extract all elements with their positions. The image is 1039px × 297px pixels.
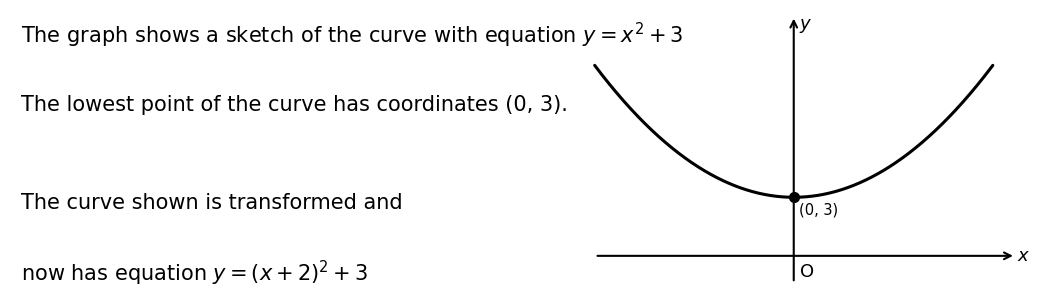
Text: O: O — [800, 263, 814, 281]
Text: (0, 3): (0, 3) — [799, 202, 838, 217]
Text: The lowest point of the curve has coordinates (0, 3).: The lowest point of the curve has coordi… — [21, 95, 567, 115]
Text: y: y — [800, 15, 810, 33]
Text: The graph shows a sketch of the curve with equation $y = x^2 + 3$: The graph shows a sketch of the curve wi… — [21, 21, 683, 50]
Text: now has equation $y = (x + 2)^2 + 3$: now has equation $y = (x + 2)^2 + 3$ — [21, 258, 368, 287]
Text: x: x — [1017, 247, 1028, 265]
Text: The curve shown is transformed and: The curve shown is transformed and — [21, 193, 402, 213]
